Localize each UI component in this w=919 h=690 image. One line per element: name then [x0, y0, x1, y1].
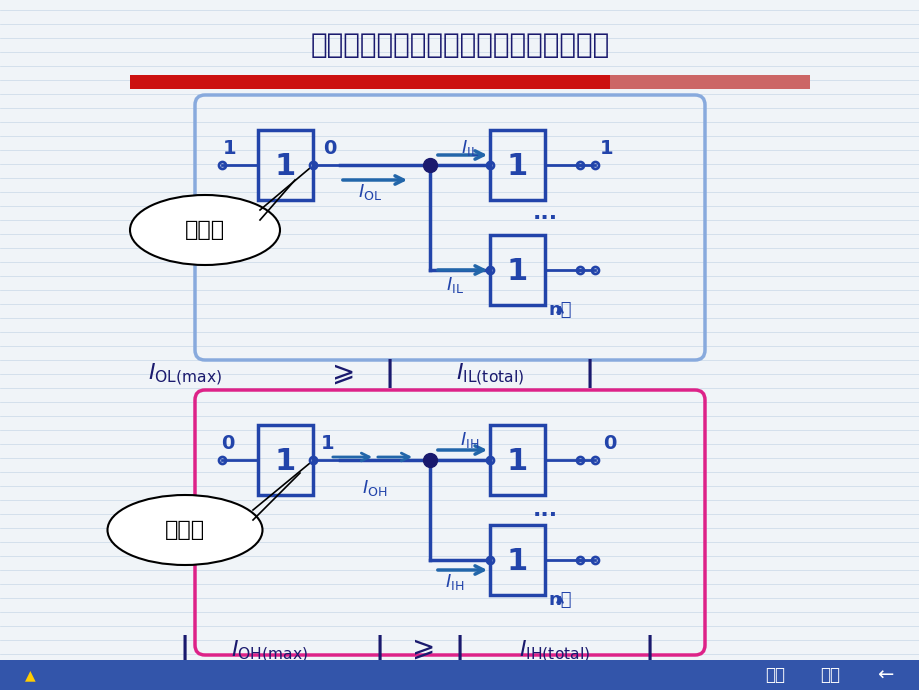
Text: ←: ← [876, 665, 892, 684]
Text: 1: 1 [505, 257, 528, 286]
Text: $I_{\mathrm{OL}}$: $I_{\mathrm{OL}}$ [357, 182, 381, 202]
Text: 0: 0 [323, 139, 336, 157]
Text: $I_{\mathrm{IL(total)}}$: $I_{\mathrm{IL(total)}}$ [456, 362, 524, 388]
Text: $I_{\mathrm{OH}}$: $I_{\mathrm{OH}}$ [362, 478, 387, 498]
Text: 1: 1 [505, 446, 528, 475]
Text: |: | [180, 635, 190, 664]
Text: |: | [375, 635, 385, 664]
Text: $\geqslant$: $\geqslant$ [405, 634, 434, 662]
Ellipse shape [130, 195, 279, 265]
Text: $I_{\mathrm{IH}}$: $I_{\mathrm{IH}}$ [445, 572, 464, 592]
Text: |: | [384, 359, 394, 388]
Text: ▲: ▲ [25, 668, 35, 682]
Text: $I_{\mathrm{IL}}$: $I_{\mathrm{IL}}$ [446, 275, 463, 295]
Text: $I_{\mathrm{OL(max)}}$: $I_{\mathrm{OL(max)}}$ [148, 362, 221, 388]
Text: 1: 1 [321, 433, 335, 453]
Text: $I_{\mathrm{OH(max)}}$: $I_{\mathrm{OH(max)}}$ [231, 639, 308, 665]
Text: 对负载器件提供足够大的拉电流和灌电流: 对负载器件提供足够大的拉电流和灌电流 [310, 31, 609, 59]
Text: 拉电流: 拉电流 [165, 520, 205, 540]
Text: 》》: 》》 [819, 666, 839, 684]
Text: 0: 0 [221, 433, 234, 453]
Text: |: | [644, 635, 654, 664]
FancyBboxPatch shape [609, 75, 809, 89]
Text: 《《: 《《 [765, 666, 784, 684]
FancyBboxPatch shape [0, 660, 919, 690]
Text: n个: n个 [548, 301, 571, 319]
Ellipse shape [108, 495, 262, 565]
Text: 灌电流: 灌电流 [185, 220, 225, 240]
Text: $I_{\mathrm{IL}}$: $I_{\mathrm{IL}}$ [460, 138, 479, 158]
Text: 0: 0 [603, 433, 616, 453]
Text: |: | [584, 359, 595, 388]
Text: 1: 1 [274, 152, 295, 181]
Text: n个: n个 [548, 591, 571, 609]
Text: $I_{\mathrm{IH(total)}}$: $I_{\mathrm{IH(total)}}$ [519, 639, 590, 665]
Text: 1: 1 [223, 139, 236, 157]
Text: ...: ... [532, 500, 557, 520]
Text: 1: 1 [505, 546, 528, 575]
Text: 1: 1 [274, 446, 295, 475]
Text: ...: ... [532, 203, 557, 223]
Text: $I_{\mathrm{IH}}$: $I_{\mathrm{IH}}$ [460, 430, 479, 450]
Text: $\geqslant$: $\geqslant$ [325, 359, 354, 387]
Text: |: | [454, 635, 465, 664]
FancyBboxPatch shape [130, 75, 609, 89]
Text: 1: 1 [505, 152, 528, 181]
Text: 1: 1 [599, 139, 613, 157]
